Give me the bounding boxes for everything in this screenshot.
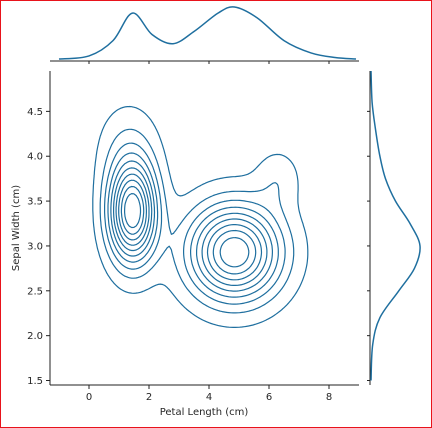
right-marginal-panel <box>367 70 421 385</box>
kde-contour-level-10 <box>124 193 142 229</box>
y-tick-label: 3.5 <box>27 197 43 208</box>
y-tick-label: 2.0 <box>27 331 43 342</box>
x-tick-label: 8 <box>326 392 332 403</box>
kde-contour-level-9 <box>120 185 250 268</box>
x-axis-label: Petal Length (cm) <box>160 407 249 418</box>
y-tick-label: 1.5 <box>27 376 43 387</box>
top-marginal-panel <box>50 6 359 64</box>
x-tick-label: 4 <box>206 392 212 403</box>
right-marginal-density-curve <box>370 70 421 381</box>
kde-contour-level-2 <box>99 128 295 314</box>
kde-contour-level-7 <box>115 173 263 281</box>
y-tick-label: 4.5 <box>27 107 43 118</box>
x-tick-label: 0 <box>86 392 92 403</box>
main-kde-panel: 0 2 4 6 8 1.5 2.0 2.5 3.0 3.5 4.0 4.5 <box>27 71 359 403</box>
kde-contour-level-4 <box>107 152 279 298</box>
y-tick-label: 4.0 <box>27 152 43 163</box>
y-axis-label: Sepal Width (cm) <box>11 185 22 271</box>
y-tick-label: 3.0 <box>27 241 43 252</box>
kde-contour-level-8 <box>118 179 257 275</box>
kde-contour-level-1 <box>92 105 309 328</box>
top-marginal-density-curve <box>58 6 357 60</box>
x-tick-label: 6 <box>266 392 272 403</box>
x-tick-label: 2 <box>146 392 152 403</box>
kde-contour-level-6 <box>113 167 268 286</box>
kde-contour-level-5 <box>110 160 273 292</box>
y-tick-label: 2.5 <box>27 286 43 297</box>
kde-contour-level-3 <box>104 142 286 305</box>
